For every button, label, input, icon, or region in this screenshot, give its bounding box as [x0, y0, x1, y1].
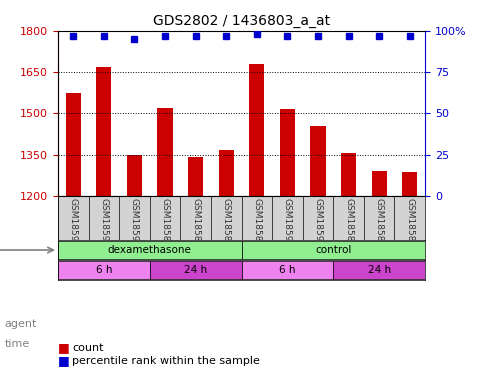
Bar [280, 109, 295, 196]
FancyBboxPatch shape [242, 241, 425, 259]
Bar [96, 66, 112, 196]
Text: dexamethasone: dexamethasone [108, 245, 192, 255]
FancyBboxPatch shape [333, 261, 425, 279]
Bar [402, 172, 417, 196]
FancyBboxPatch shape [58, 241, 242, 259]
Bar [66, 93, 81, 196]
Bar [127, 155, 142, 196]
Text: GSM185964: GSM185964 [99, 198, 108, 253]
Text: percentile rank within the sample: percentile rank within the sample [72, 356, 260, 366]
Bar [371, 171, 387, 196]
Text: GSM185924: GSM185924 [69, 198, 78, 253]
FancyBboxPatch shape [58, 261, 150, 279]
Bar [157, 108, 173, 196]
Bar [311, 126, 326, 196]
FancyBboxPatch shape [242, 261, 333, 279]
Text: GSM185977: GSM185977 [313, 198, 323, 253]
Text: GSM185891: GSM185891 [222, 198, 231, 253]
Text: 6 h: 6 h [279, 265, 296, 275]
Text: 24 h: 24 h [368, 265, 391, 275]
Bar [341, 153, 356, 196]
Bar [219, 151, 234, 196]
Text: GSM185888: GSM185888 [344, 198, 353, 253]
Text: GSM185887: GSM185887 [160, 198, 170, 253]
Text: count: count [72, 343, 104, 353]
Text: GSM185893: GSM185893 [405, 198, 414, 253]
Bar [249, 64, 265, 196]
Text: 24 h: 24 h [184, 265, 207, 275]
Text: GSM185890: GSM185890 [191, 198, 200, 253]
FancyBboxPatch shape [150, 261, 242, 279]
Text: agent: agent [5, 319, 37, 329]
Text: 6 h: 6 h [96, 265, 112, 275]
Text: GSM185892: GSM185892 [375, 198, 384, 253]
Text: control: control [315, 245, 352, 255]
Text: GSM185923: GSM185923 [283, 198, 292, 253]
Text: ■: ■ [58, 341, 70, 354]
Bar [188, 157, 203, 196]
Title: GDS2802 / 1436803_a_at: GDS2802 / 1436803_a_at [153, 14, 330, 28]
Text: GSM185976: GSM185976 [130, 198, 139, 253]
Text: ■: ■ [58, 354, 70, 367]
Text: GSM185889: GSM185889 [252, 198, 261, 253]
Text: time: time [5, 339, 30, 349]
